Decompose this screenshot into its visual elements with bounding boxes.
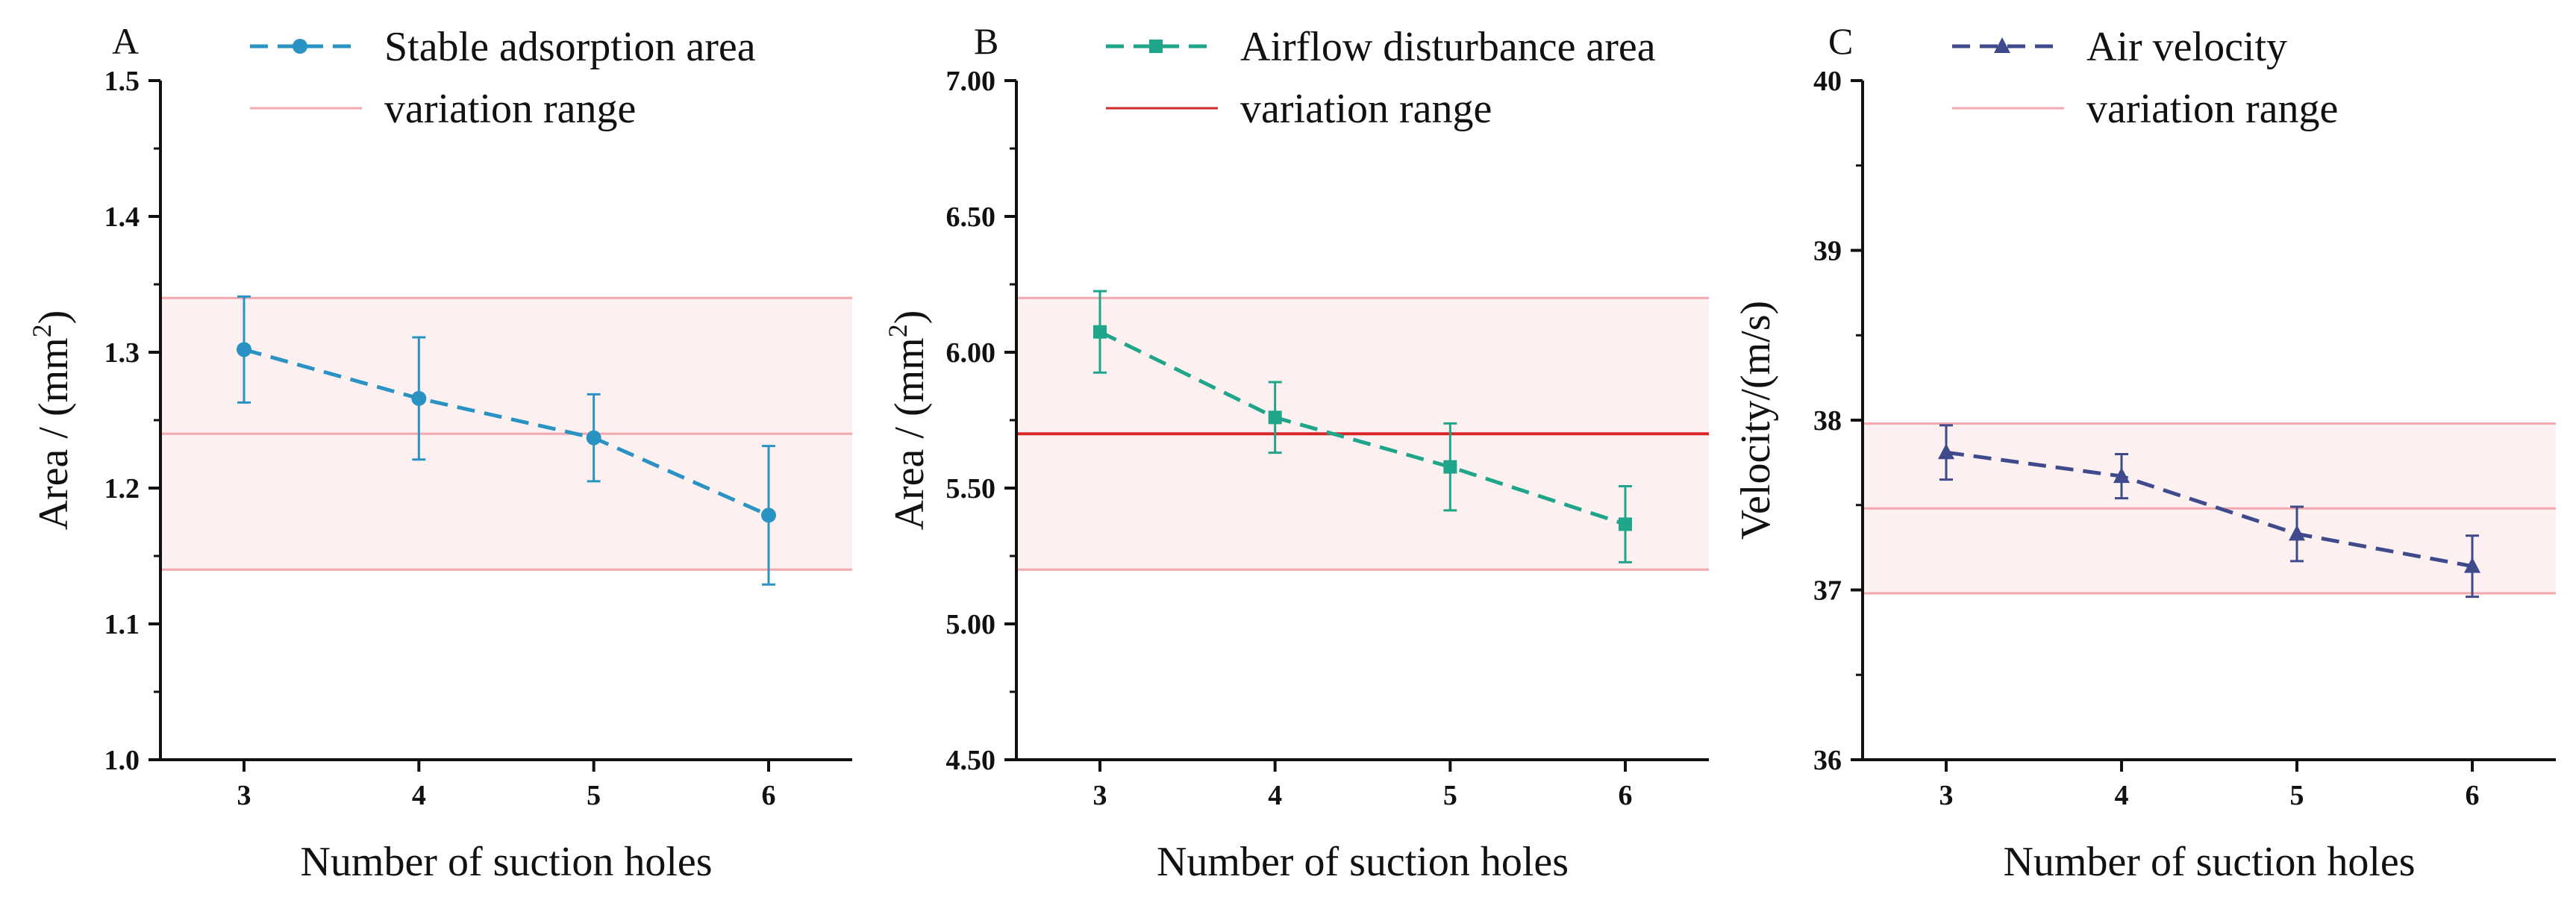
data-point: [1443, 460, 1457, 474]
legend-band-label: variation range: [384, 86, 636, 132]
y-tick-label: 40: [1813, 66, 1842, 97]
panel-letter: C: [1828, 20, 1853, 62]
y-tick-label: 5.50: [946, 473, 996, 504]
y-tick-label: 7.00: [946, 66, 996, 97]
x-tick-label: 4: [2115, 780, 2129, 811]
x-tick-label: 3: [1093, 780, 1107, 811]
x-tick-label: 5: [2290, 780, 2304, 811]
data-point: [586, 430, 601, 446]
data-point: [2113, 467, 2130, 484]
panel-b: 4.50 5.00 5.50 6.00 6.50 7.00 3 4 5 6 B Number of s…: [883, 20, 1709, 885]
panel-letter: A: [112, 20, 139, 62]
y-tick-label: 1.0: [104, 745, 140, 776]
data-point: [2289, 525, 2305, 541]
legend-series-marker: [293, 39, 307, 54]
legend-series-marker: [1149, 40, 1163, 53]
y-axis-label-close: ): [887, 310, 933, 325]
x-axis-label: Number of suction holes: [300, 839, 712, 885]
data-point: [1619, 517, 1632, 531]
y-tick-label: 6.50: [946, 201, 996, 233]
series-line: [1945, 450, 2473, 569]
panel-c: 36 37 38 39 40 3 4 5 6 C Number of suction holes Ve…: [1733, 20, 2556, 885]
x-tick-label: 4: [1268, 780, 1282, 811]
data-point: [237, 342, 251, 357]
y-axis-label: Area / (mm2): [883, 310, 933, 531]
series-line: [243, 347, 770, 517]
legend-band-label: variation range: [1240, 86, 1492, 132]
y-tick-label: 36: [1813, 745, 1842, 776]
x-tick-label: 5: [1443, 780, 1457, 811]
y-axis-label: Area / (mm2): [27, 310, 77, 531]
data-point: [411, 390, 427, 406]
y-tick-label: 1.1: [104, 609, 140, 640]
y-tick-label: 1.3: [104, 337, 140, 369]
y-tick-label: 4.50: [946, 745, 996, 776]
data-point: [1268, 410, 1282, 425]
panel-a: 1.0 1.1 1.2 1.3 1.4 1.5 3 4 5 6 A Number of suction…: [27, 20, 852, 885]
y-tick-label: 38: [1813, 405, 1842, 437]
legend-series-marker: [1994, 37, 2010, 53]
legend-series-label: Air velocity: [2086, 24, 2287, 70]
y-axis-label: Velocity/(m/s): [1733, 301, 1779, 540]
y-axis-label-close: ): [31, 310, 77, 325]
y-axis-label-superscript: 2: [883, 324, 913, 337]
data-point: [2464, 557, 2480, 573]
y-axis-label-text: Velocity/(m/s): [1733, 301, 1779, 540]
y-axis-label-text: Area / (mm: [31, 337, 77, 530]
y-tick-label: 1.5: [104, 66, 140, 97]
data-point: [1938, 443, 1954, 460]
y-tick-label: 1.2: [104, 473, 140, 504]
y-axis-label-text: Area / (mm: [887, 337, 933, 530]
legend-series-label: Airflow disturbance area: [1240, 24, 1656, 70]
y-axis-label-superscript: 2: [27, 324, 57, 337]
x-tick-label: 3: [1939, 780, 1954, 811]
data-point: [761, 507, 776, 523]
x-tick-label: 4: [412, 780, 426, 811]
y-tick-label: 6.00: [946, 337, 996, 369]
x-axis-label: Number of suction holes: [1157, 839, 1569, 885]
x-tick-label: 6: [762, 780, 776, 811]
y-tick-label: 39: [1813, 236, 1842, 267]
x-tick-label: 5: [587, 780, 601, 811]
x-tick-label: 6: [1619, 780, 1633, 811]
series-line: [1098, 330, 1626, 526]
x-tick-label: 6: [2466, 780, 2480, 811]
x-tick-label: 3: [237, 780, 251, 811]
data-point: [1093, 325, 1107, 339]
y-tick-label: 5.00: [946, 609, 996, 640]
y-tick-label: 1.4: [104, 201, 140, 233]
panel-letter: B: [974, 20, 998, 62]
legend-series-label: Stable adsorption area: [384, 24, 756, 70]
legend-band-label: variation range: [2086, 86, 2338, 132]
x-axis-label: Number of suction holes: [2003, 839, 2415, 885]
y-tick-label: 37: [1813, 575, 1842, 607]
